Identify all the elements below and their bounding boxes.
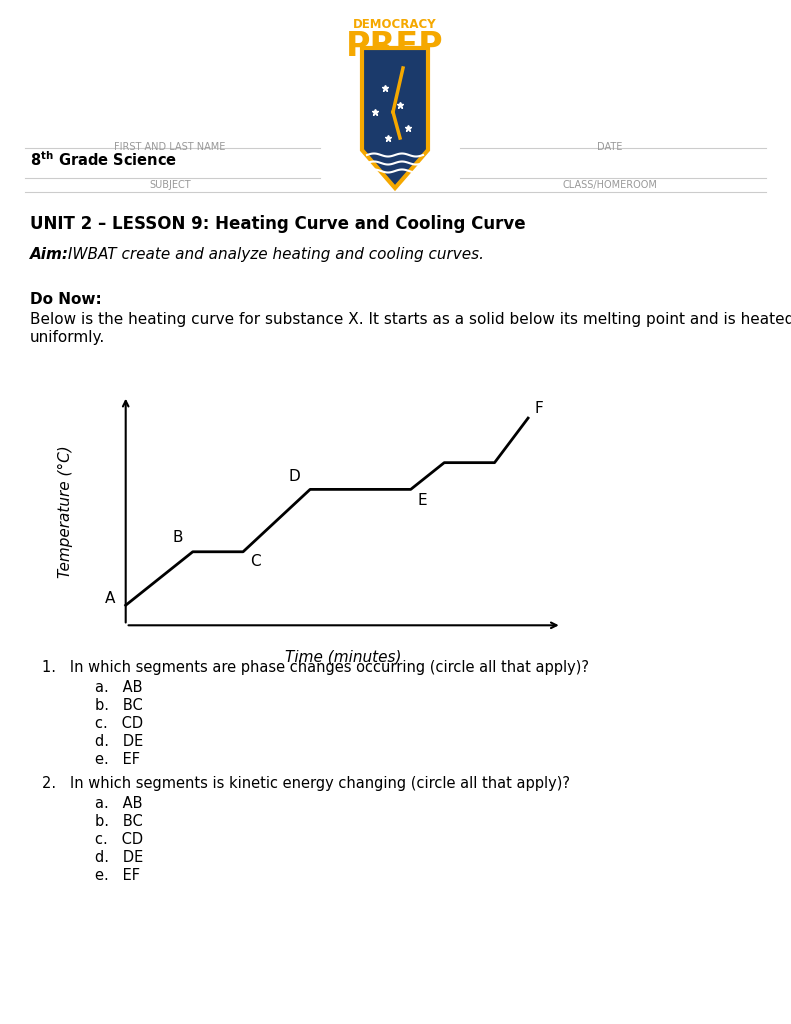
Text: CLASS/HOMEROOM: CLASS/HOMEROOM bbox=[562, 180, 657, 190]
Text: a.   AB: a. AB bbox=[95, 796, 142, 811]
Text: b.   BC: b. BC bbox=[95, 698, 142, 713]
Text: e.   EF: e. EF bbox=[95, 752, 140, 767]
Text: c.   CD: c. CD bbox=[95, 831, 143, 847]
Text: FIRST AND LAST NAME: FIRST AND LAST NAME bbox=[115, 142, 225, 152]
Text: C: C bbox=[250, 554, 260, 569]
Text: uniformly.: uniformly. bbox=[30, 330, 105, 345]
Text: Below is the heating curve for substance X. It starts as a solid below its melti: Below is the heating curve for substance… bbox=[30, 312, 791, 327]
Text: Aim:: Aim: bbox=[30, 247, 69, 262]
Text: D: D bbox=[288, 469, 300, 483]
Text: 2.   In which segments is kinetic energy changing (circle all that apply)?: 2. In which segments is kinetic energy c… bbox=[42, 776, 570, 791]
Text: d.   DE: d. DE bbox=[95, 734, 143, 749]
Text: E: E bbox=[418, 493, 427, 508]
Text: e.   EF: e. EF bbox=[95, 868, 140, 883]
Text: d.   DE: d. DE bbox=[95, 850, 143, 865]
Text: F: F bbox=[535, 400, 543, 416]
Text: DEMOCRACY: DEMOCRACY bbox=[354, 18, 437, 31]
Text: 8$^{\mathregular{th}}$ Grade Science: 8$^{\mathregular{th}}$ Grade Science bbox=[30, 151, 177, 169]
Text: SUBJECT: SUBJECT bbox=[149, 180, 191, 190]
Text: PREP: PREP bbox=[346, 30, 444, 63]
Text: a.   AB: a. AB bbox=[95, 680, 142, 695]
Polygon shape bbox=[362, 48, 428, 188]
Text: c.   CD: c. CD bbox=[95, 716, 143, 731]
Text: 1.   In which segments are phase changes occurring (circle all that apply)?: 1. In which segments are phase changes o… bbox=[42, 660, 589, 675]
Text: UNIT 2 – LESSON 9: Heating Curve and Cooling Curve: UNIT 2 – LESSON 9: Heating Curve and Coo… bbox=[30, 215, 526, 233]
Text: B: B bbox=[172, 530, 183, 545]
Text: Do Now:: Do Now: bbox=[30, 292, 102, 307]
Text: b.   BC: b. BC bbox=[95, 814, 142, 829]
Text: Time (minutes): Time (minutes) bbox=[286, 650, 402, 665]
Text: DATE: DATE bbox=[597, 142, 623, 152]
Text: IWBAT create and analyze heating and cooling curves.: IWBAT create and analyze heating and coo… bbox=[63, 247, 484, 262]
Text: A: A bbox=[105, 591, 115, 606]
Text: Temperature (°C): Temperature (°C) bbox=[58, 445, 73, 578]
